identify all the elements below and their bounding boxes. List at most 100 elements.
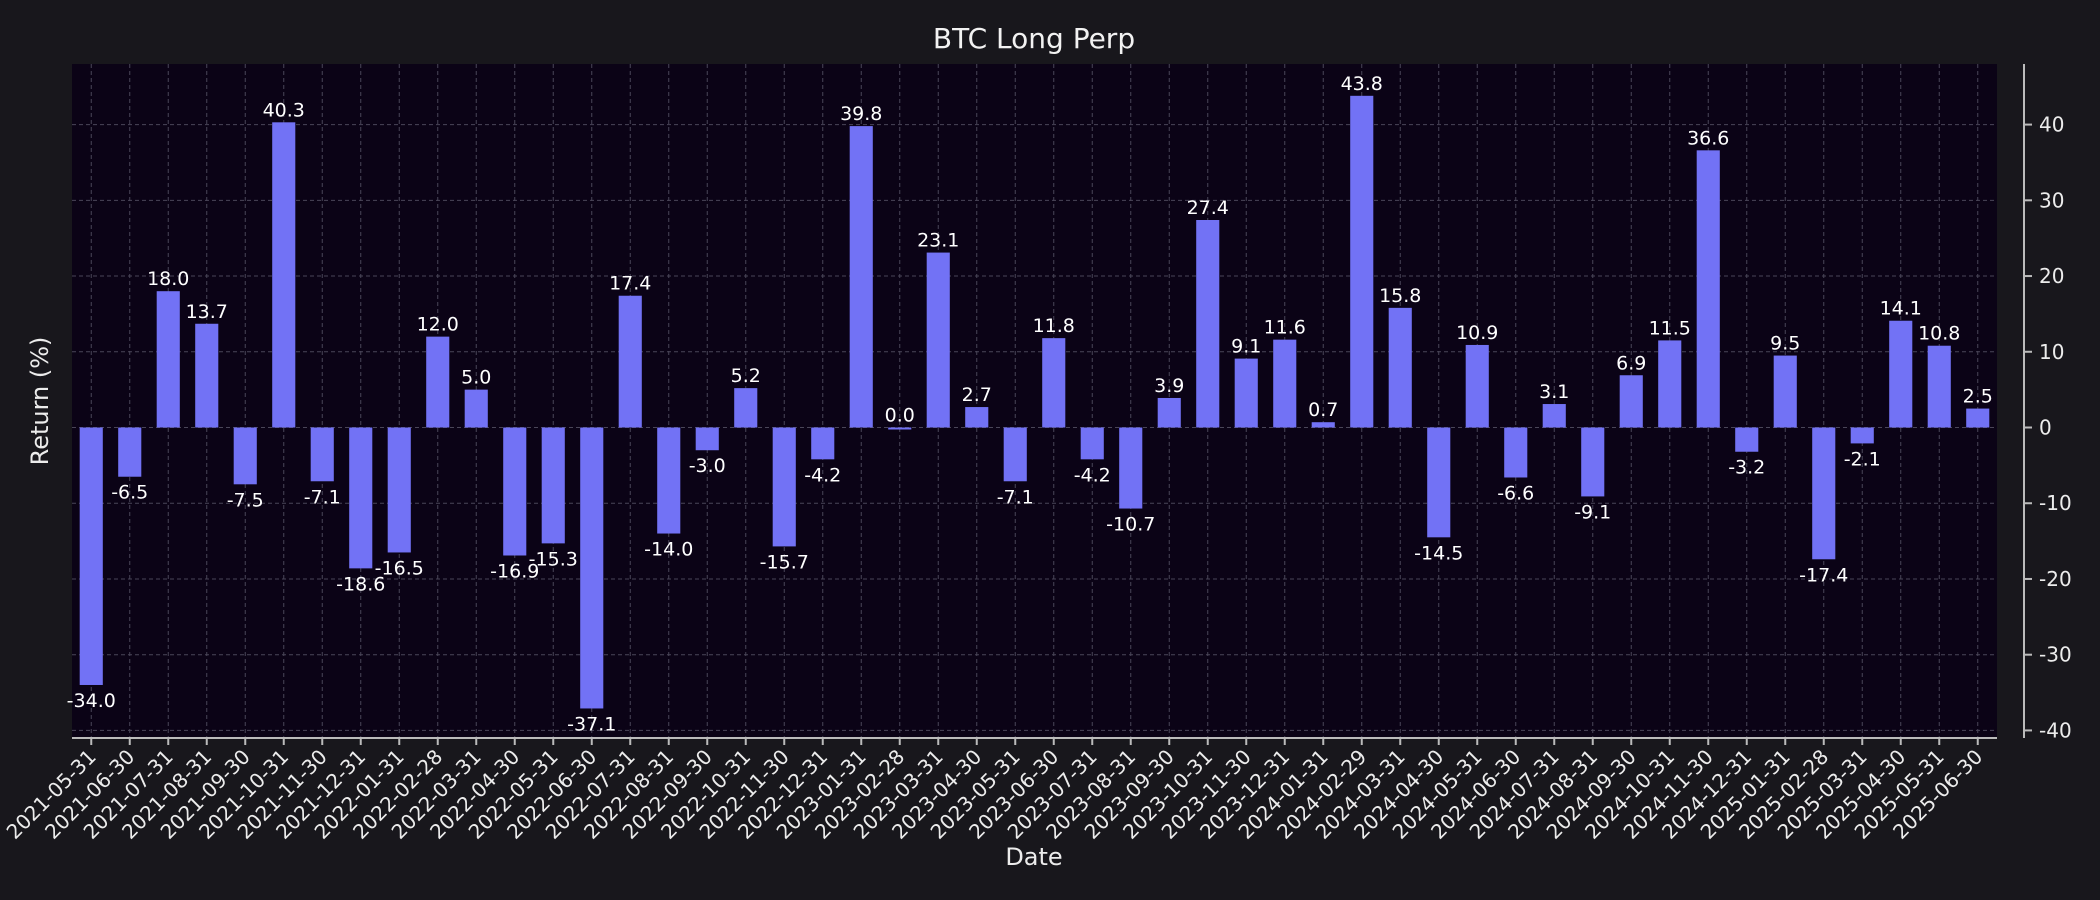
bar — [1850, 427, 1874, 444]
chart-title: BTC Long Perp — [932, 22, 1136, 55]
data-label: -14.5 — [1414, 542, 1463, 564]
data-label: 11.6 — [1264, 317, 1306, 339]
data-label: -9.1 — [1574, 501, 1611, 523]
data-label: 0.0 — [885, 405, 915, 427]
bar — [926, 252, 950, 428]
y-axis-label: Return (%) — [26, 337, 54, 466]
bar — [1080, 427, 1104, 460]
data-label: 3.9 — [1154, 375, 1184, 397]
bar — [657, 427, 681, 534]
y-tick-label: -10 — [2039, 491, 2072, 515]
data-label: -7.1 — [304, 486, 341, 508]
y-tick-label: 40 — [2039, 113, 2064, 137]
bar — [1773, 355, 1797, 428]
data-label: 10.9 — [1456, 322, 1498, 344]
data-label: 5.0 — [461, 367, 491, 389]
bar — [349, 427, 373, 569]
bar — [541, 427, 565, 544]
data-label: 9.5 — [1770, 333, 1800, 355]
data-label: 36.6 — [1687, 127, 1729, 149]
bar — [195, 323, 219, 428]
data-label: 3.1 — [1539, 381, 1569, 403]
bar — [580, 427, 604, 709]
data-label: -6.6 — [1497, 482, 1534, 504]
bar — [118, 427, 142, 477]
data-label: -17.4 — [1799, 564, 1848, 586]
data-label: 11.8 — [1033, 315, 1075, 337]
bar — [79, 427, 103, 685]
bar — [888, 427, 912, 430]
y-tick-label: 10 — [2039, 340, 2064, 364]
bar — [734, 388, 758, 428]
bars — [79, 95, 1990, 709]
bar — [1504, 427, 1528, 478]
data-label: 10.8 — [1918, 323, 1960, 345]
bar — [1966, 408, 1990, 428]
data-label: -37.1 — [567, 713, 616, 735]
data-label: 15.8 — [1379, 285, 1421, 307]
bar — [1696, 150, 1720, 428]
data-label: -6.5 — [111, 482, 148, 504]
bar — [1889, 320, 1913, 428]
bar — [156, 291, 180, 428]
data-label: 40.3 — [263, 99, 305, 121]
bar — [426, 336, 450, 428]
data-label: -2.1 — [1844, 448, 1881, 470]
data-label: -7.1 — [997, 486, 1034, 508]
grid-lines — [72, 64, 1997, 738]
data-label: -7.5 — [227, 489, 264, 511]
data-label: -3.0 — [689, 455, 726, 477]
bar — [965, 407, 989, 428]
bar — [849, 126, 873, 428]
data-label: -3.2 — [1728, 457, 1765, 479]
bar — [1465, 344, 1489, 428]
x-axis-ticks: 2021-05-312021-06-302021-07-312021-08-31… — [2, 738, 1987, 844]
bar — [1311, 422, 1335, 428]
bar — [1388, 307, 1412, 428]
bar — [695, 427, 719, 451]
data-label: 27.4 — [1187, 197, 1229, 219]
data-label: 14.1 — [1880, 298, 1922, 320]
data-label: -4.2 — [804, 464, 841, 486]
data-label: -14.0 — [644, 539, 693, 561]
bar — [464, 389, 488, 428]
bar — [1350, 95, 1374, 428]
y-tick-label: -30 — [2039, 643, 2072, 667]
bar — [1581, 427, 1605, 497]
bar — [1542, 404, 1566, 428]
data-label: 9.1 — [1231, 336, 1261, 358]
bar — [1119, 427, 1143, 509]
bar — [618, 295, 642, 428]
data-label: -16.9 — [490, 560, 539, 582]
bar — [1735, 427, 1759, 452]
data-label: 5.2 — [731, 365, 761, 387]
data-label: 18.0 — [147, 268, 189, 290]
bar — [1157, 397, 1181, 428]
data-label: 23.1 — [917, 230, 959, 252]
bar — [1003, 427, 1027, 482]
bar — [1619, 375, 1643, 428]
bar — [1234, 358, 1258, 428]
y-tick-label: 30 — [2039, 188, 2064, 212]
data-label: -4.2 — [1074, 464, 1111, 486]
data-label: 0.7 — [1308, 399, 1338, 421]
bar — [233, 427, 257, 485]
bar — [1042, 338, 1066, 428]
x-axis-label: Date — [1005, 843, 1062, 871]
y-axis-ticks: -40 -30 -20 -10 0 10 20 30 40 — [2024, 113, 2072, 742]
y-tick-label: 20 — [2039, 264, 2064, 288]
bar — [387, 427, 411, 553]
data-label: 11.5 — [1649, 317, 1691, 339]
data-label: 13.7 — [186, 301, 228, 323]
data-label: -34.0 — [67, 690, 116, 712]
bar — [1658, 340, 1682, 428]
bar — [1196, 220, 1220, 428]
data-label: 12.0 — [417, 314, 459, 336]
data-label: -18.6 — [336, 573, 385, 595]
data-label: -10.7 — [1106, 514, 1155, 536]
data-label: 2.5 — [1963, 386, 1993, 408]
y-tick-label: -40 — [2039, 718, 2072, 742]
data-label: -15.7 — [760, 551, 809, 573]
data-labels: -34.0 -6.5 18.0 13.7 -7.5 40.3 -7.1 -18.6-16.5 1… — [67, 73, 1993, 736]
